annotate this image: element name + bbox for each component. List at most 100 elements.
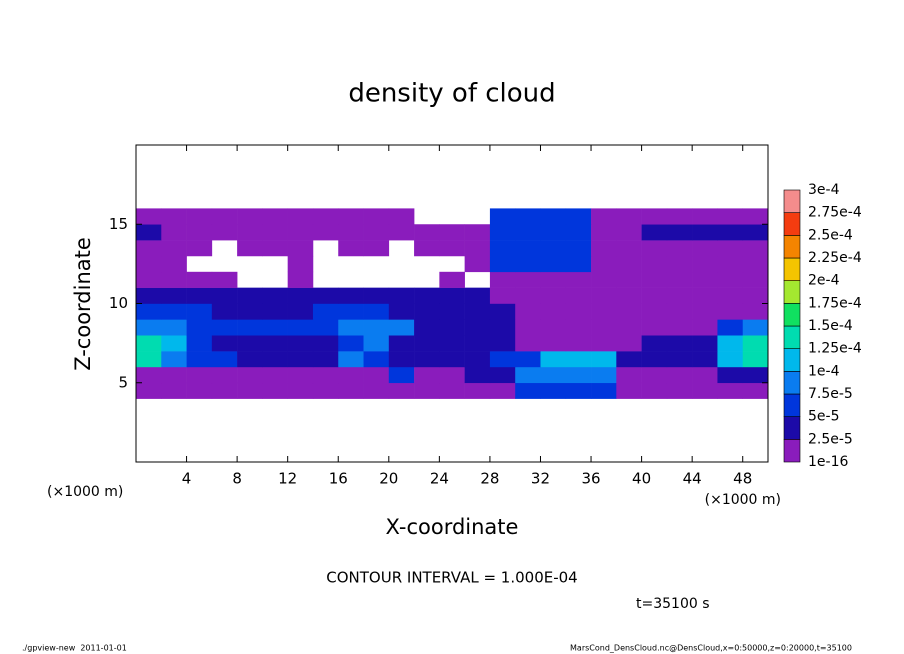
heatmap-cell <box>338 303 364 320</box>
x-tick-label: 28 <box>480 470 499 488</box>
heatmap-cell <box>161 366 187 384</box>
heatmap-cell <box>666 335 693 352</box>
heatmap-cell <box>641 287 668 304</box>
heatmap-cell <box>414 224 440 241</box>
heatmap-cell <box>692 287 718 304</box>
heatmap-cell <box>161 287 187 304</box>
heatmap-cell <box>591 208 617 225</box>
heatmap-cell <box>161 271 187 288</box>
heatmap-cell <box>742 271 769 288</box>
heatmap-cell <box>312 208 339 225</box>
x-tick-label: 24 <box>430 470 449 488</box>
heatmap-cell <box>136 319 162 336</box>
heatmap-cell <box>742 287 769 304</box>
heatmap-cell <box>136 335 162 352</box>
colorbar-segment <box>783 393 801 417</box>
colorbar-label: 1.5e-4 <box>808 318 853 334</box>
heatmap-cell <box>287 303 314 320</box>
heatmap-cell <box>237 335 263 352</box>
heatmap-cell <box>414 366 440 384</box>
heatmap-cell <box>237 303 263 320</box>
heatmap-cell <box>237 240 263 257</box>
colorbar-label: 2.5e-4 <box>808 227 853 243</box>
heatmap-cell <box>338 224 364 241</box>
heatmap-cell <box>591 255 617 273</box>
heatmap-cell <box>666 255 693 273</box>
heatmap-cell <box>186 224 213 241</box>
heatmap-cell <box>489 366 516 384</box>
heatmap-cell <box>161 351 187 368</box>
heatmap-cell <box>515 319 541 336</box>
heatmap-cell <box>136 351 162 368</box>
heatmap-cell <box>515 240 541 257</box>
heatmap-cell <box>287 351 314 368</box>
heatmap-cell <box>439 366 465 384</box>
heatmap-cell <box>742 335 769 352</box>
heatmap-cell <box>616 255 642 273</box>
heatmap-cell <box>717 351 744 368</box>
heatmap-cell <box>439 382 465 399</box>
heatmap-cell <box>616 366 642 384</box>
heatmap-cell <box>287 255 314 273</box>
heatmap-cell <box>742 303 769 320</box>
heatmap-cell <box>363 224 390 241</box>
heatmap-cell <box>540 382 567 399</box>
heatmap-cell <box>666 224 693 241</box>
heatmap-cell <box>692 366 718 384</box>
heatmap-cell <box>262 382 288 399</box>
heatmap-cell <box>439 240 465 257</box>
heatmap-cell <box>489 382 516 399</box>
colorbar-label: 7.5e-5 <box>808 386 853 402</box>
heatmap-cell <box>464 240 491 257</box>
heatmap-cell <box>312 335 339 352</box>
heatmap-cell <box>414 382 440 399</box>
heatmap-cell <box>717 224 744 241</box>
heatmap-cell <box>641 303 668 320</box>
y-axis-label: Z-coordinate <box>71 237 95 371</box>
heatmap-cell <box>287 240 314 257</box>
heatmap-cell <box>742 240 769 257</box>
heatmap-cell <box>237 382 263 399</box>
heatmap-cell <box>616 287 642 304</box>
heatmap-cell <box>312 303 339 320</box>
heatmap-cell <box>414 351 440 368</box>
heatmap-cell <box>237 351 263 368</box>
heatmap-cell <box>717 303 744 320</box>
heatmap-cell <box>641 382 668 399</box>
y-tick-label: 5 <box>118 373 128 391</box>
heatmap-cell <box>211 224 238 241</box>
heatmap-cell <box>136 303 162 320</box>
heatmap-cell <box>338 240 364 257</box>
heatmap-cell <box>666 366 693 384</box>
heatmap-cell <box>717 240 744 257</box>
heatmap-cell <box>515 382 541 399</box>
heatmap-cell <box>692 208 718 225</box>
heatmap-cell <box>464 303 491 320</box>
colorbar-label: 1.25e-4 <box>808 341 862 357</box>
heatmap-cell <box>666 351 693 368</box>
heatmap-cell <box>489 208 516 225</box>
heatmap-cell <box>414 335 440 352</box>
heatmap-cell <box>692 382 718 399</box>
heatmap-cell <box>742 382 769 399</box>
heatmap-cell <box>616 382 642 399</box>
heatmap-cell <box>439 335 465 352</box>
heatmap-cell <box>161 255 187 273</box>
heatmap-cell <box>515 287 541 304</box>
heatmap-cells <box>136 208 769 399</box>
heatmap-cell <box>641 208 668 225</box>
heatmap-cell <box>489 351 516 368</box>
heatmap-cell <box>464 382 491 399</box>
heatmap-cell <box>287 335 314 352</box>
heatmap-cell <box>414 240 440 257</box>
heatmap-cell <box>742 255 769 273</box>
heatmap-cell <box>186 335 213 352</box>
heatmap-cell <box>186 303 213 320</box>
heatmap-cell <box>489 319 516 336</box>
heatmap-cell <box>641 224 668 241</box>
heatmap-cell <box>717 208 744 225</box>
heatmap-cell <box>717 366 744 384</box>
heatmap-cell <box>186 351 213 368</box>
heatmap-cell <box>388 351 415 368</box>
heatmap-cell <box>540 366 567 384</box>
